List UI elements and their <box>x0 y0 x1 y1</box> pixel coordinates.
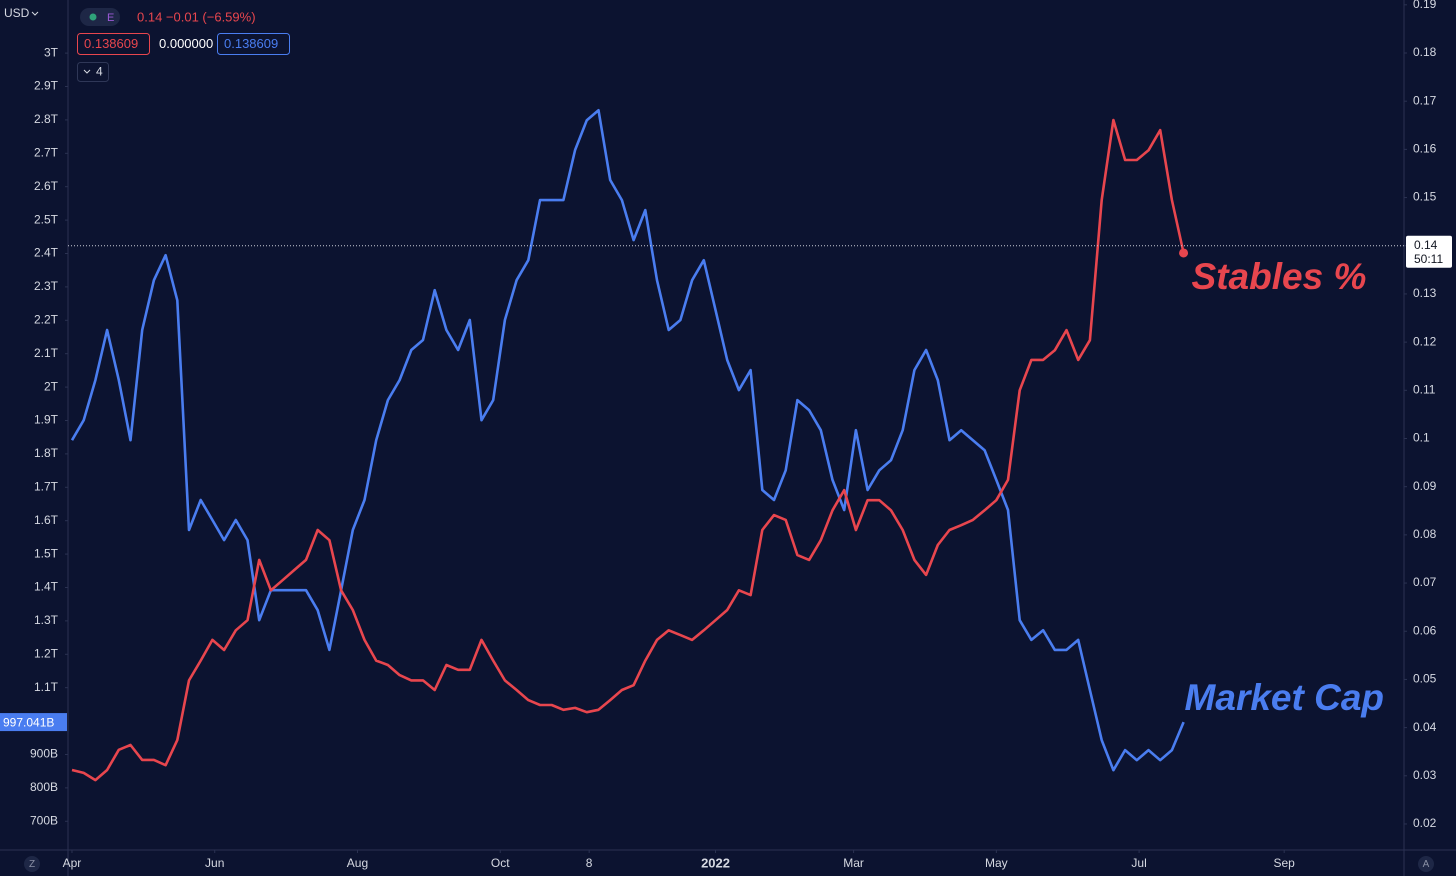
y-tick-label: 900B <box>30 747 58 761</box>
y-tick-label: 1.4T <box>34 580 59 594</box>
y2-tick-label: 0.17 <box>1413 93 1437 107</box>
right-badge-countdown: 50:11 <box>1414 252 1443 266</box>
x-tick-label: Jul <box>1131 856 1146 870</box>
x-tick-label: Sep <box>1274 856 1296 870</box>
legend-change: 0.14 −0.01 (−6.59%) <box>137 9 256 24</box>
corner-label: A <box>1423 859 1430 870</box>
y2-tick-label: 0.05 <box>1413 672 1437 686</box>
collapse-count: 4 <box>96 65 103 79</box>
left-badge <box>0 713 67 732</box>
y-tick-label: 1.3T <box>34 613 59 627</box>
x-tick-label: Oct <box>491 856 510 870</box>
y-tick-label: 1.2T <box>34 646 59 660</box>
right-badge-label: 0.14 <box>1414 238 1438 252</box>
y-tick-label: 700B <box>30 813 58 827</box>
collapse-button[interactable] <box>77 62 109 82</box>
y-tick-label: 2.6T <box>34 179 59 193</box>
currency-chevron <box>31 11 39 16</box>
y2-tick-label: 0.1 <box>1413 431 1430 445</box>
corner-button[interactable] <box>24 856 40 872</box>
legend-value: 0.138609 <box>84 36 138 51</box>
corner-button[interactable] <box>1418 856 1434 872</box>
y-tick-label: 1.5T <box>34 546 59 560</box>
y2-tick-label: 0.03 <box>1413 768 1437 782</box>
y-tick-label: 3T <box>44 45 59 59</box>
legend-box-blue <box>217 33 290 55</box>
y2-tick-label: 0.12 <box>1413 334 1437 348</box>
x-tick-label: Aug <box>347 856 368 870</box>
y-tick-label: 2.1T <box>34 346 59 360</box>
legend-symbol: E <box>107 12 114 24</box>
y2-tick-label: 0.19 <box>1413 0 1437 11</box>
legend-box-red <box>77 33 150 55</box>
y2-tick-label: 0.09 <box>1413 479 1437 493</box>
currency-label[interactable]: USD <box>4 6 30 20</box>
y-tick-label: 2.7T <box>34 145 59 159</box>
legend-pill[interactable] <box>80 8 120 26</box>
left-badge-label: 997.041B <box>3 715 54 729</box>
series-line <box>70 108 1185 772</box>
status-dot <box>89 13 97 21</box>
x-tick-label: Jun <box>205 856 224 870</box>
series-label: Market Cap <box>1185 677 1384 718</box>
y-tick-label: 1.7T <box>34 479 59 493</box>
y-tick-label: 2.4T <box>34 246 59 260</box>
x-tick-label: Mar <box>843 856 864 870</box>
x-tick-label: 8 <box>586 856 593 870</box>
y-tick-label: 1.6T <box>34 513 59 527</box>
y2-tick-label: 0.18 <box>1413 45 1437 59</box>
y-tick-label: 2.2T <box>34 312 59 326</box>
y-tick-label: 1.9T <box>34 413 59 427</box>
y2-tick-label: 0.07 <box>1413 575 1437 589</box>
last-point <box>1179 248 1189 258</box>
x-tick-label: 2022 <box>701 855 730 870</box>
y-tick-label: 1.1T <box>34 680 59 694</box>
y-tick-label: 1.8T <box>34 446 59 460</box>
y2-tick-label: 0.11 <box>1413 382 1436 396</box>
y-tick-label: 800B <box>30 780 58 794</box>
y2-tick-label: 0.15 <box>1413 190 1437 204</box>
series-line <box>71 118 1185 782</box>
x-tick-label: Apr <box>63 856 82 870</box>
y2-tick-label: 0.02 <box>1413 816 1437 830</box>
y-tick-label: 2.9T <box>34 79 59 93</box>
y2-tick-label: 0.04 <box>1413 720 1437 734</box>
legend-value: 0.138609 <box>224 36 278 51</box>
y2-tick-label: 0.13 <box>1413 286 1437 300</box>
y2-tick-label: 0.06 <box>1413 623 1437 637</box>
collapse-chevron <box>83 69 91 74</box>
y2-tick-label: 0.16 <box>1413 142 1437 156</box>
legend-value: 0.000000 <box>159 36 213 51</box>
y-tick-label: 2.5T <box>34 212 59 226</box>
x-tick-label: May <box>985 856 1008 870</box>
y-tick-label: 2.3T <box>34 279 59 293</box>
y-tick-label: 2T <box>44 379 59 393</box>
y2-tick-label: 0.08 <box>1413 527 1437 541</box>
y-tick-label: 2.8T <box>34 112 59 126</box>
corner-label: Z <box>29 859 35 870</box>
series-label: Stables % <box>1192 256 1367 297</box>
right-badge <box>1406 235 1452 268</box>
